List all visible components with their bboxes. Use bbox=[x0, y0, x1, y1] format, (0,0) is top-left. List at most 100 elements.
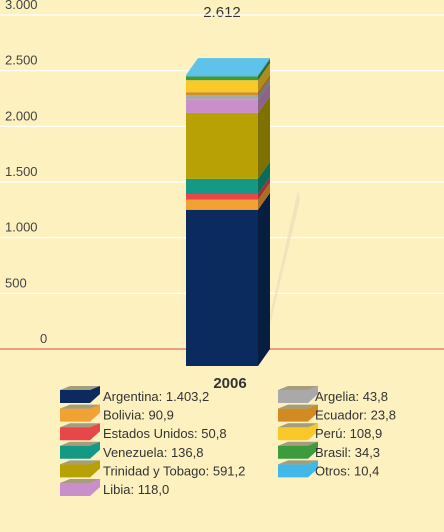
bar-side bbox=[258, 58, 270, 77]
y-tick-label: 2.500 bbox=[5, 53, 38, 68]
legend-swatch bbox=[278, 441, 318, 459]
bar-side bbox=[258, 95, 270, 179]
bar-side bbox=[258, 77, 270, 100]
legend-swatch bbox=[278, 404, 318, 422]
legend-swatch-shade bbox=[278, 423, 318, 428]
legend-swatch-shade bbox=[278, 441, 318, 446]
bar-segment bbox=[186, 177, 270, 200]
legend-swatch-shade bbox=[60, 441, 100, 446]
legend-label: Bolivia: 90,9 bbox=[103, 408, 174, 423]
legend-item: Venezuela: 136,8 bbox=[60, 441, 203, 460]
bar-front bbox=[186, 199, 258, 210]
bar-side-shade bbox=[258, 161, 270, 195]
bar-side bbox=[258, 192, 270, 366]
legend-item: Argentina: 1.403,2 bbox=[60, 386, 209, 404]
y-tick-label: 2.000 bbox=[5, 108, 38, 123]
legend-swatch-shade bbox=[60, 423, 100, 428]
legend-label: Libia: 118,0 bbox=[103, 482, 169, 497]
bar-side bbox=[258, 75, 270, 95]
bar-front bbox=[186, 209, 258, 366]
legend-label: Otros: 10,4 bbox=[315, 463, 379, 478]
bar-segment bbox=[186, 63, 270, 93]
bar-segment bbox=[186, 161, 270, 195]
legend-label: Ecuador: 23,8 bbox=[315, 408, 396, 423]
bar-side-shade bbox=[258, 75, 270, 95]
bar-front bbox=[186, 194, 258, 200]
legend-item: Otros: 10,4 bbox=[278, 460, 379, 478]
bar-top bbox=[186, 58, 270, 76]
legend-item: Argelia: 43,8 bbox=[278, 386, 388, 404]
legend-swatch bbox=[60, 441, 100, 459]
y-tick-label: 0 bbox=[40, 331, 47, 346]
bar-segment bbox=[186, 75, 270, 95]
legend-item: Estados Unidos: 50,8 bbox=[60, 423, 227, 441]
bar-side-shade bbox=[258, 82, 270, 113]
legend-label: Trinidad y Tobago: 591,2 bbox=[103, 463, 245, 478]
bar-segment bbox=[186, 82, 270, 113]
bar-front bbox=[186, 80, 258, 93]
y-tick-label: 3.000 bbox=[5, 0, 38, 12]
legend-swatch bbox=[60, 423, 100, 441]
bar-side bbox=[258, 59, 270, 81]
bar-side bbox=[258, 182, 270, 210]
y-tick-label: 1.500 bbox=[5, 164, 38, 179]
legend-label: Estados Unidos: 50,8 bbox=[103, 426, 227, 441]
bar-segment bbox=[186, 58, 270, 77]
legend-swatch-shade bbox=[278, 460, 318, 465]
legend-label: Argelia: 43,8 bbox=[315, 389, 388, 404]
bar-side-shade bbox=[258, 177, 270, 200]
legend-swatch bbox=[278, 460, 318, 478]
legend-swatch bbox=[278, 386, 318, 403]
legend-swatch bbox=[60, 460, 100, 478]
legend-swatch-shade bbox=[278, 386, 318, 390]
legend-label: Venezuela: 136,8 bbox=[103, 445, 203, 460]
bar-side-shade bbox=[258, 63, 270, 93]
legend-item: Brasil: 34,3 bbox=[278, 441, 380, 460]
bar-side-shade bbox=[258, 95, 270, 179]
bar-side bbox=[258, 82, 270, 113]
bar-segment bbox=[186, 77, 270, 100]
bar-side-shade bbox=[258, 77, 270, 100]
legend-item: Ecuador: 23,8 bbox=[278, 404, 396, 423]
bar-front bbox=[186, 99, 258, 113]
bar-top-light bbox=[186, 58, 270, 76]
legend-swatch-shade bbox=[60, 404, 100, 409]
y-tick-label: 500 bbox=[5, 275, 27, 290]
bar-front bbox=[186, 92, 258, 95]
legend-swatch-shade bbox=[60, 386, 100, 390]
bar-front bbox=[186, 76, 258, 81]
category-label: 2006 bbox=[213, 375, 246, 392]
bar-side-shade bbox=[258, 182, 270, 210]
legend-item: Bolivia: 90,9 bbox=[60, 404, 174, 423]
bar-segment bbox=[186, 95, 270, 179]
legend-swatch-shade bbox=[60, 460, 100, 465]
legend-item: Perú: 108,9 bbox=[278, 423, 382, 441]
legend-label: Brasil: 34,3 bbox=[315, 445, 380, 460]
total-label: 2.612 bbox=[203, 4, 241, 21]
legend-swatch-shade bbox=[278, 404, 318, 409]
legend-swatch bbox=[60, 386, 100, 403]
legend-swatch bbox=[278, 423, 318, 441]
legend-label: Argentina: 1.403,2 bbox=[103, 389, 209, 404]
legend-label: Perú: 108,9 bbox=[315, 426, 382, 441]
bar-front bbox=[186, 178, 258, 195]
bar-side-shade bbox=[258, 58, 270, 77]
legend-swatch-shade bbox=[60, 479, 100, 483]
bar-side bbox=[258, 177, 270, 200]
bar-segment bbox=[186, 192, 270, 366]
bar-front bbox=[186, 75, 258, 77]
bar-segment bbox=[186, 182, 270, 210]
y-tick-label: 1.000 bbox=[5, 220, 38, 235]
bar-side-shade bbox=[258, 192, 270, 366]
bar-side-shade bbox=[258, 59, 270, 81]
legend-item: Trinidad y Tobago: 591,2 bbox=[60, 460, 245, 478]
legend-item: Libia: 118,0 bbox=[60, 479, 169, 497]
bar-segment bbox=[186, 59, 270, 81]
bar-side bbox=[258, 161, 270, 195]
bar-front bbox=[186, 94, 258, 100]
bar-side bbox=[258, 63, 270, 93]
bar-front bbox=[186, 112, 258, 179]
legend-swatch bbox=[60, 479, 100, 496]
legend-swatch bbox=[60, 404, 100, 422]
